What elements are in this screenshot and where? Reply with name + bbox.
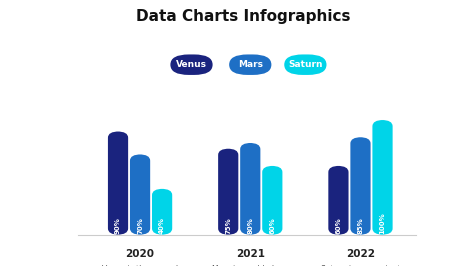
Text: Venus is the second
planet from Sun: Venus is the second planet from Sun [102,265,178,266]
Text: 60%: 60% [336,217,341,234]
FancyBboxPatch shape [218,149,238,235]
FancyBboxPatch shape [373,120,392,235]
FancyBboxPatch shape [328,166,348,235]
Text: 2021: 2021 [236,249,265,259]
Text: 70%: 70% [137,217,143,234]
Text: 80%: 80% [247,217,253,234]
Text: Venus: Venus [176,60,207,69]
Text: Saturn: Saturn [288,60,323,69]
Text: 100%: 100% [380,212,385,234]
FancyBboxPatch shape [152,189,172,235]
Text: 2022: 2022 [346,249,375,259]
FancyBboxPatch shape [284,55,327,75]
Text: 90%: 90% [115,217,121,234]
FancyBboxPatch shape [170,55,213,75]
Text: 75%: 75% [225,217,231,234]
Text: Mars is a cold place
full of iron oxide dust: Mars is a cold place full of iron oxide … [210,265,291,266]
FancyBboxPatch shape [130,154,150,235]
FancyBboxPatch shape [240,143,260,235]
Text: 2020: 2020 [126,249,155,259]
Text: Data Charts Infographics: Data Charts Infographics [136,9,350,24]
FancyBboxPatch shape [262,166,283,235]
Text: 40%: 40% [159,217,165,234]
Text: 60%: 60% [269,217,275,234]
FancyBboxPatch shape [229,55,272,75]
FancyBboxPatch shape [108,131,128,235]
Text: Mars: Mars [238,60,263,69]
FancyBboxPatch shape [350,137,371,235]
Text: 85%: 85% [357,217,364,234]
Text: Saturn is a gas giant
and has several rings: Saturn is a gas giant and has several ri… [319,265,402,266]
